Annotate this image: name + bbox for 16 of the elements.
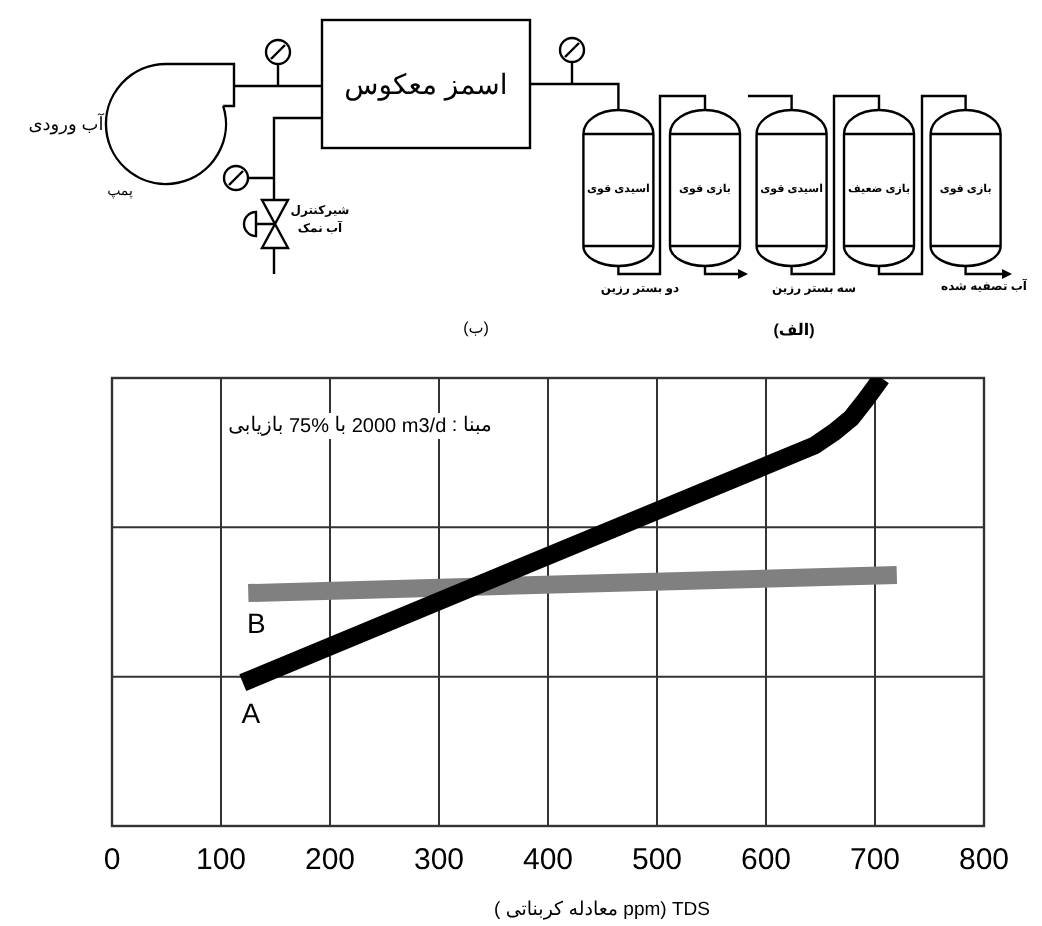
text: (الف) [773, 321, 816, 339]
x-tick-label: 400 [522, 843, 574, 877]
x-tick-label: 300 [413, 843, 465, 877]
text: آب ورودی [28, 112, 105, 136]
x-tick-label: 700 [849, 843, 901, 877]
x-tick-label: 500 [631, 843, 683, 877]
x-tick-label: 800 [958, 843, 1010, 877]
x-tick-label: 100 [195, 843, 247, 877]
text: (ب) [463, 319, 490, 337]
x-tick-label: 200 [304, 843, 356, 877]
series-label: B [246, 607, 266, 640]
x-tick-label: 0 [103, 843, 121, 877]
x-tick-label: 600 [740, 843, 792, 877]
text: اسمز معکوس [344, 68, 508, 102]
x-axis-title: TDS (ppm معادله کربناتی ) [494, 899, 710, 921]
series-label: A [241, 696, 262, 729]
